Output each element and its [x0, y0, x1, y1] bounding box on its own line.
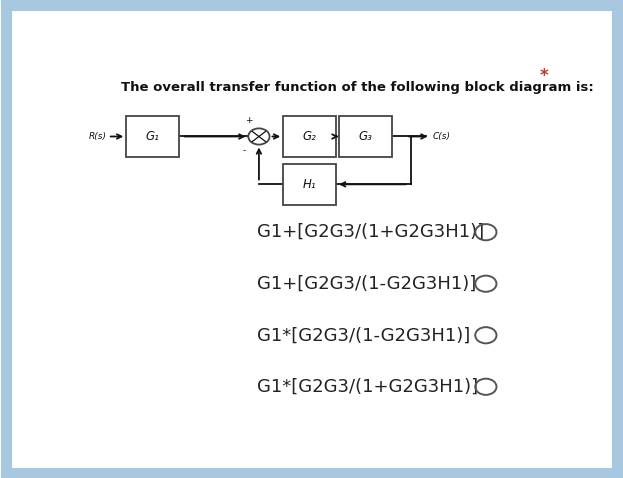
Text: G₂: G₂ — [303, 130, 316, 143]
Bar — [283, 116, 336, 157]
Text: G₁: G₁ — [146, 130, 159, 143]
Text: The overall transfer function of the following block diagram is:: The overall transfer function of the fol… — [121, 81, 594, 94]
Bar — [339, 116, 392, 157]
Text: H₁: H₁ — [303, 178, 316, 191]
Bar — [283, 164, 336, 205]
Text: C(s): C(s) — [433, 132, 451, 141]
Text: G1*[G2G3/(1+G2G3H1)]: G1*[G2G3/(1+G2G3H1)] — [257, 378, 478, 396]
Text: *: * — [540, 66, 548, 85]
Text: G1+[G2G3/(1+G2G3H1)]: G1+[G2G3/(1+G2G3H1)] — [257, 223, 483, 241]
Text: -: - — [242, 146, 246, 155]
Bar — [126, 116, 179, 157]
Text: G1*[G2G3/(1-G2G3H1)]: G1*[G2G3/(1-G2G3H1)] — [257, 326, 470, 344]
Text: R(s): R(s) — [89, 132, 107, 141]
Text: +: + — [245, 117, 253, 125]
Text: G₃: G₃ — [358, 130, 372, 143]
Text: G1+[G2G3/(1-G2G3H1)]: G1+[G2G3/(1-G2G3H1)] — [257, 275, 476, 293]
